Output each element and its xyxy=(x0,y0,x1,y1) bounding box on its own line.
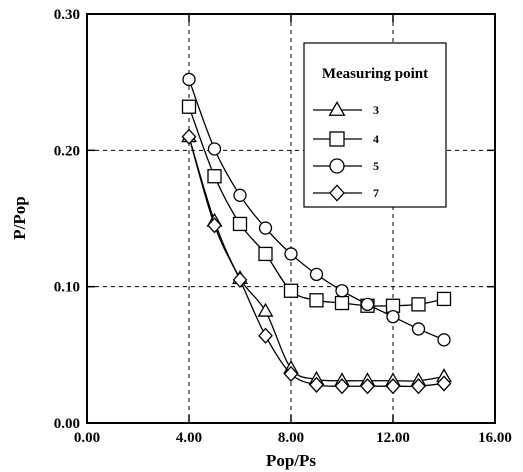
tick-layer: 0.00 4.00 8.00 12.00 16.00 0.00 0.10 0.20 0.30 xyxy=(54,7,512,446)
data-point-5 xyxy=(335,284,349,298)
series-4 xyxy=(181,99,452,313)
data-point-5 xyxy=(182,72,196,87)
data-point-7 xyxy=(207,217,222,234)
y-tick-label: 0.10 xyxy=(54,280,80,296)
series-5 xyxy=(182,72,451,347)
legend-box xyxy=(303,42,447,208)
data-point-7 xyxy=(181,128,197,145)
legend-item-5: 5 xyxy=(313,158,379,174)
data-point-4 xyxy=(258,246,273,262)
data-point-4 xyxy=(411,297,426,312)
data-point-7 xyxy=(309,376,324,393)
data-point-5 xyxy=(437,333,451,347)
data-point-7 xyxy=(360,378,375,395)
data-point-7 xyxy=(334,378,350,395)
legend-item-3: 3 xyxy=(313,100,379,117)
legend-label: 4 xyxy=(373,132,379,146)
y-tick-label: 0.20 xyxy=(54,143,80,159)
x-tick-label: 12.00 xyxy=(376,430,410,446)
x-tick-label: 8.00 xyxy=(278,430,304,446)
data-point-5 xyxy=(411,322,426,336)
legend-item-4: 4 xyxy=(313,131,379,147)
legend-marker-diamond xyxy=(329,184,345,202)
data-point-4 xyxy=(334,295,350,311)
data-point-5 xyxy=(284,247,298,261)
legend-label: 7 xyxy=(373,186,379,200)
y-axis-label: P/Pop xyxy=(10,196,29,239)
series-7 xyxy=(181,128,452,395)
data-point-4 xyxy=(207,169,222,184)
data-point-7 xyxy=(258,327,273,344)
data-point-3 xyxy=(257,302,274,317)
x-tick-label: 16.00 xyxy=(478,430,512,446)
legend-item-7: 7 xyxy=(313,184,379,202)
series-layer xyxy=(181,72,452,395)
data-point-7 xyxy=(283,365,299,383)
legend-label: 3 xyxy=(373,103,379,117)
data-point-5 xyxy=(386,310,400,324)
legend-marker-circle xyxy=(329,158,345,174)
legend-label: 5 xyxy=(373,159,379,173)
y-tick-label: 0.00 xyxy=(54,416,80,432)
data-point-4 xyxy=(181,99,197,114)
data-point-7 xyxy=(436,375,452,392)
data-point-7 xyxy=(411,378,426,395)
legend-marker-square xyxy=(329,131,345,147)
x-axis-label: Pop/Ps xyxy=(266,451,316,470)
data-point-7 xyxy=(232,271,248,288)
y-tick-label: 0.30 xyxy=(54,7,80,23)
data-point-7 xyxy=(385,378,401,395)
data-point-4 xyxy=(309,293,324,308)
data-point-5 xyxy=(360,297,375,312)
data-point-5 xyxy=(309,267,324,282)
data-point-4 xyxy=(436,291,452,307)
legend-items: 3 4 5 7 xyxy=(313,100,379,202)
data-point-5 xyxy=(207,142,222,156)
data-point-4 xyxy=(232,216,248,232)
data-point-5 xyxy=(258,221,273,235)
x-tick-label: 4.00 xyxy=(176,430,202,446)
data-point-5 xyxy=(233,188,247,202)
data-point-4 xyxy=(283,283,299,298)
legend-marker-triangle xyxy=(328,100,346,116)
legend: Measuring point 3 4 5 7 xyxy=(303,42,447,208)
x-tick-label: 0.00 xyxy=(74,430,100,446)
legend-title: Measuring point xyxy=(322,66,428,82)
